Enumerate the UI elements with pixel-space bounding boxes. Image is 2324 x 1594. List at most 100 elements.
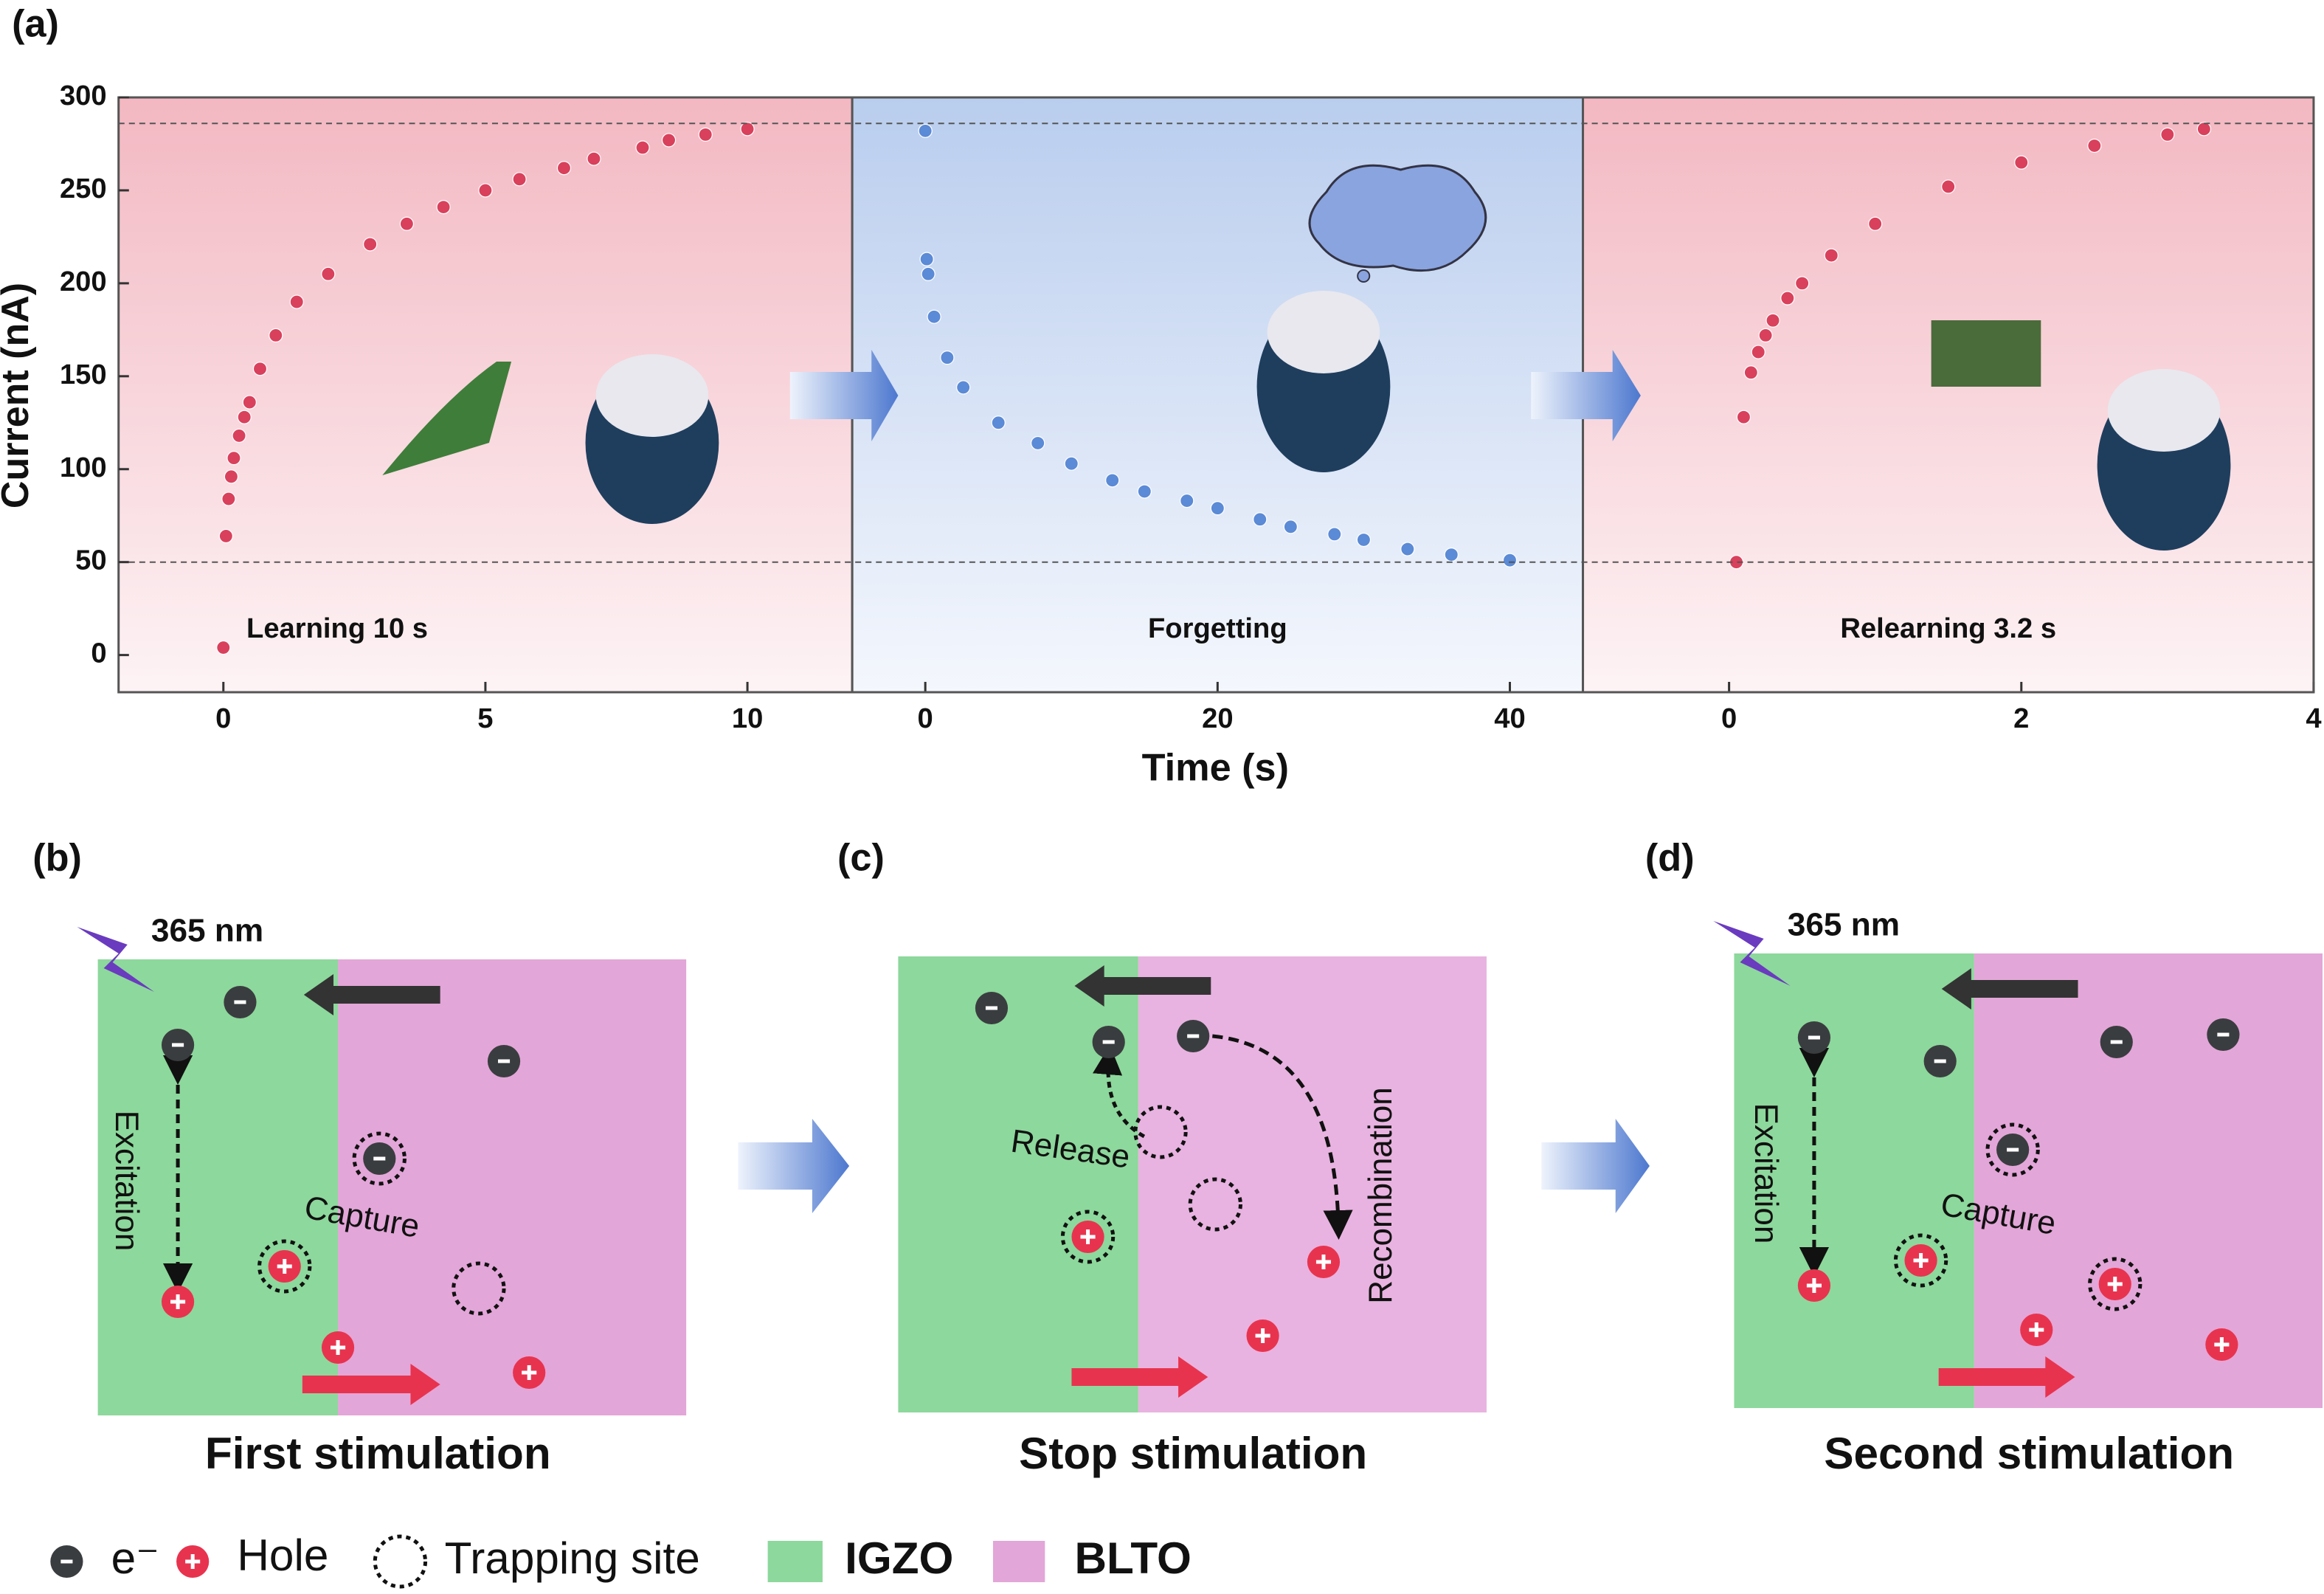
data-point xyxy=(232,428,246,444)
data-point xyxy=(1502,553,1518,567)
data-point xyxy=(1941,179,1956,194)
diagram-label: (c) xyxy=(837,837,885,880)
annotation: Learning 10 s xyxy=(246,613,428,644)
data-point xyxy=(1327,527,1342,542)
legend-label: BLTO xyxy=(1074,1533,1191,1583)
light-label: 365 nm xyxy=(151,913,263,949)
data-point xyxy=(269,328,283,342)
annotation: Relearning 3.2 s xyxy=(1840,613,2056,644)
data-point xyxy=(1795,276,1810,291)
y-tick-label: 0 xyxy=(91,638,106,669)
y-tick-label: 300 xyxy=(60,80,107,111)
data-point xyxy=(242,395,257,410)
data-point xyxy=(1736,410,1751,424)
x-tick-label: 5 xyxy=(477,703,493,734)
data-point xyxy=(321,266,336,281)
data-point xyxy=(2196,122,2212,137)
panel-label: (a) xyxy=(12,3,59,46)
data-point xyxy=(1780,291,1795,306)
data-point xyxy=(1210,501,1225,516)
data-point xyxy=(399,216,415,231)
data-point xyxy=(698,127,713,142)
x-tick-label: 0 xyxy=(918,703,933,734)
data-point xyxy=(927,309,941,324)
data-point xyxy=(919,252,934,266)
data-point xyxy=(512,172,527,187)
x-tick-label: 10 xyxy=(732,703,763,734)
data-point xyxy=(1283,520,1298,534)
legend-label: Hole xyxy=(237,1531,328,1580)
data-point xyxy=(635,140,650,155)
data-point xyxy=(478,183,493,198)
data-point xyxy=(940,351,955,365)
diagram-label: (b) xyxy=(32,837,82,880)
data-point xyxy=(1253,512,1268,527)
y-tick-label: 100 xyxy=(60,452,107,483)
y-axis-label: Current (nA) xyxy=(0,283,37,508)
arrow xyxy=(738,1119,850,1213)
data-point xyxy=(221,491,236,506)
data-point xyxy=(1137,484,1152,499)
data-point xyxy=(1356,532,1372,548)
diagram-b: (b) 365 nm Excitation Capture First stim… xyxy=(32,837,687,1478)
data-point xyxy=(1105,473,1120,488)
data-point xyxy=(1400,542,1415,556)
diagram-label: (d) xyxy=(1645,837,1695,880)
data-point xyxy=(1180,493,1194,508)
x-tick-label: 40 xyxy=(1494,703,1525,734)
data-point xyxy=(218,528,233,544)
panel-background xyxy=(852,97,1583,692)
data-point xyxy=(1868,216,1883,231)
data-point xyxy=(224,469,239,484)
data-point xyxy=(740,122,755,137)
data-point xyxy=(556,161,572,176)
data-point xyxy=(2087,138,2102,153)
data-point xyxy=(363,237,378,252)
illustrations xyxy=(382,164,2231,551)
annotation: Forgetting xyxy=(1148,613,1287,644)
x-tick-label: 2 xyxy=(2013,703,2029,734)
x-tick-label: 0 xyxy=(215,703,231,734)
data-point xyxy=(1444,548,1459,562)
data-point xyxy=(918,123,933,138)
y-tick-label: 250 xyxy=(60,173,107,204)
legend-label: IGZO xyxy=(845,1533,953,1583)
x-tick-label: 0 xyxy=(1721,703,1737,734)
caption: Second stimulation xyxy=(1824,1429,2234,1478)
data-point xyxy=(1031,435,1045,451)
data-point xyxy=(289,294,304,309)
legend: e⁻ Hole Trapping site IGZO BLTO xyxy=(50,1531,1192,1587)
x-tick-label: 4 xyxy=(2306,703,2321,734)
data-point xyxy=(661,133,677,148)
y-tick-label: 50 xyxy=(75,545,106,576)
annotation: Excitation xyxy=(1748,1103,1784,1244)
y-tick-label: 200 xyxy=(60,266,107,297)
legend-label: e⁻ xyxy=(111,1533,159,1583)
data-point xyxy=(991,415,1006,430)
data-point xyxy=(2160,127,2175,142)
x-tick-label: 20 xyxy=(1202,703,1233,734)
light-label: 365 nm xyxy=(1788,907,1900,943)
caption: Stop stimulation xyxy=(1019,1429,1367,1478)
data-point xyxy=(1766,313,1780,328)
annotation: Recombination xyxy=(1363,1087,1399,1303)
data-point xyxy=(1751,345,1766,359)
data-point xyxy=(1758,328,1773,342)
legend-label: Trapping site xyxy=(445,1533,700,1583)
data-point xyxy=(1064,456,1079,471)
y-tick-label: 150 xyxy=(60,359,107,390)
data-point xyxy=(2014,155,2029,170)
annotation: Excitation xyxy=(108,1111,145,1252)
arrow xyxy=(1541,1119,1650,1213)
diagram-c: (c) Release Recombination Stop stimulati… xyxy=(837,837,1487,1478)
data-point xyxy=(921,266,936,281)
x-axis-label: Time (s) xyxy=(1142,747,1289,790)
data-point xyxy=(956,380,971,395)
data-point xyxy=(1824,248,1839,263)
data-point xyxy=(252,362,268,376)
data-point xyxy=(216,640,231,655)
data-point xyxy=(436,200,451,215)
data-point xyxy=(1743,365,1758,380)
diagram-d: (d) 365 nm Excitation Capture Second sti… xyxy=(1645,837,2323,1478)
